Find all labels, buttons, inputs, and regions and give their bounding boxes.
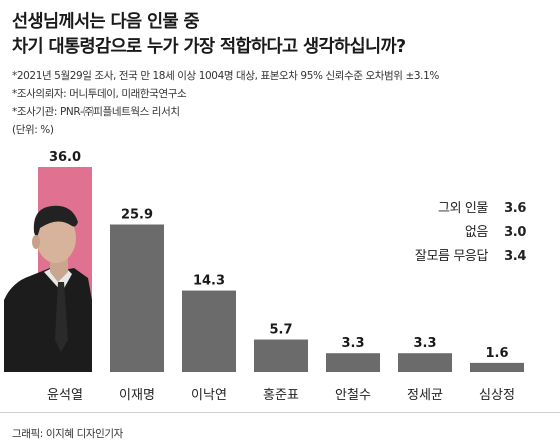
none-response-label: 없음: [464, 225, 489, 240]
none-response-row: 없음 3.0: [464, 221, 527, 240]
bar-value-label: 25.9: [121, 208, 153, 223]
bottom-divider: [0, 412, 560, 413]
graphic-credit: 그래픽: 이지혜 디자인기자: [12, 428, 123, 440]
survey-client-note: *조사의뢰자: 머니투데이, 미래한국연구소: [12, 88, 187, 100]
unknown-response-row: 잘모름 무응답 3.4: [415, 245, 526, 264]
category-label: 윤석열: [47, 388, 83, 403]
category-label: 홍준표: [263, 388, 299, 403]
unit-label: (단위: %): [12, 124, 54, 136]
chart-title-line-2: 차기 대통령감으로 누가 가장 적합하다고 생각하십니까?: [12, 37, 406, 57]
photo-hair: [33, 205, 78, 238]
bar-value-label: 3.3: [341, 336, 364, 351]
category-label: 정세균: [407, 388, 443, 403]
none-response-value: 3.0: [504, 225, 526, 240]
unknown-response-value: 3.4: [504, 249, 526, 264]
other-response-row: 그외 인물 3.6: [438, 197, 526, 216]
survey-agency-note: *조사기관: PNR-㈜피플네트웍스 리서치: [12, 106, 180, 118]
category-label: 이재명: [119, 388, 155, 403]
chart-title-line-1: 선생님께서는 다음 인물 중: [12, 12, 200, 32]
survey-date-note: *2021년 5월29일 조사, 전국 만 18세 이상 1004명 대상, 표…: [12, 70, 439, 82]
bar: [326, 353, 380, 372]
photo-tie: [55, 282, 68, 352]
category-label: 심상정: [479, 388, 515, 403]
unknown-response-label: 잘모름 무응답: [414, 249, 488, 264]
bar-value-label: 5.7: [269, 323, 292, 338]
bar: [182, 290, 236, 372]
bar: [470, 362, 524, 372]
photo-face: [36, 213, 76, 263]
bar: [254, 339, 308, 372]
bar-value-label: 36.0: [49, 150, 81, 165]
other-response-label: 그외 인물: [438, 201, 488, 216]
bar: [398, 353, 452, 372]
other-response-value: 3.6: [504, 201, 526, 216]
bar-value-label: 1.6: [485, 346, 508, 361]
category-label: 안철수: [335, 388, 371, 403]
photo-suit: [4, 268, 92, 372]
bar-value-label: 3.3: [413, 336, 436, 351]
bar: [110, 224, 164, 372]
bar-value-label: 14.3: [193, 274, 225, 289]
labels-group: 36.0 윤석열 25.9 이재명 14.3 이낙연 5.7 홍준표 3.3 안철수 3.3 정세균 1…: [47, 150, 515, 403]
category-label: 이낙연: [191, 388, 227, 403]
photo-ear: [32, 235, 40, 249]
candidate-photo: [4, 205, 92, 372]
